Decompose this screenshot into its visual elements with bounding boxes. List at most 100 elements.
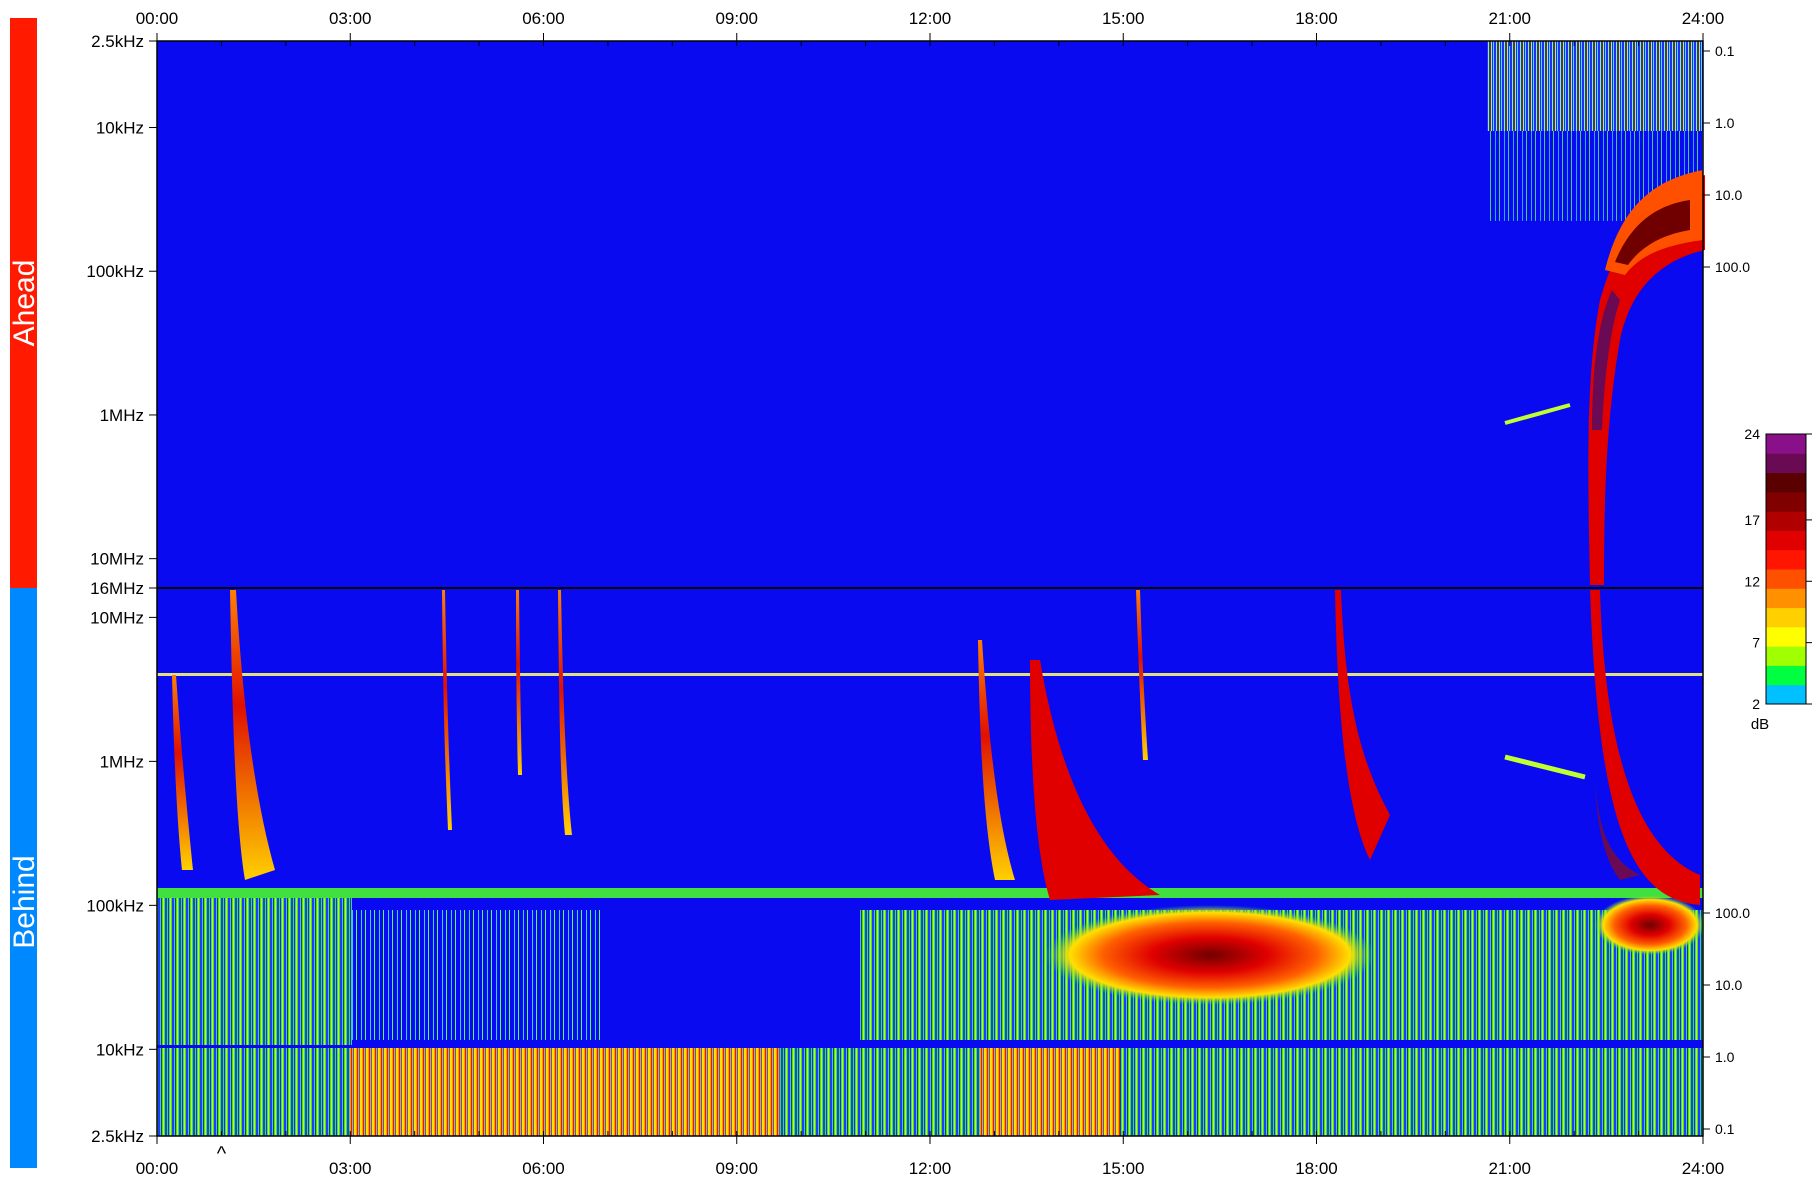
behind-burst-0540 [516,590,522,775]
ahead-type-iii-burst [1588,175,1705,585]
behind-ref-line [157,673,1703,676]
behind-cme-blob [1045,905,1375,1005]
colorbar-tick-label: 7 [1752,635,1760,651]
ahead-burst-dark [1615,200,1690,265]
behind-burst-1340 [1030,660,1160,900]
behind-100khz-line [157,888,1703,898]
behind-burst-0620 [558,590,572,835]
right-tick-label: 10.0 [1715,977,1742,993]
behind-burst-0100 [230,590,275,880]
right-tick-label: 1.0 [1715,1049,1735,1065]
behind-burst-1510 [1136,590,1148,760]
behind-side-bar [10,588,37,1168]
time-tick-label-top: 06:00 [522,9,565,28]
right-axis-ahead: 0.1 1.0 10.0 100.0 [1703,43,1750,275]
colorbar-tick-label: 12 [1744,573,1760,589]
ahead-drift-feature [1504,403,1571,425]
right-tick-label: 100.0 [1715,259,1750,275]
colorbar-swatch [1766,511,1806,531]
colorbar-swatch [1766,472,1806,493]
right-axis-behind: 100.0 10.0 1.0 0.1 [1703,905,1750,1137]
time-tick-label-bottom: 09:00 [715,1159,758,1178]
time-tick-label-bottom: 06:00 [522,1159,565,1178]
colorbar-swatch [1766,569,1806,589]
colorbar-swatch [1766,434,1806,454]
ahead-burst-core [1592,290,1620,430]
right-tick-label: 0.1 [1715,43,1735,59]
freq-tick-label: 16MHz [90,579,144,598]
behind-low-blob [1595,895,1705,955]
ahead-noise-band [1487,41,1703,131]
time-tick-label-top: 00:00 [136,9,179,28]
time-marker: ^ [217,1143,227,1165]
freq-tick-label: 10MHz [90,550,144,569]
time-tick-label-bottom: 21:00 [1488,1159,1531,1178]
time-axis-top: 00:00 03:00 06:00 09:00 12:00 15:00 18:00 21:00… [136,9,1725,46]
behind-drift-feature [1504,754,1586,780]
colorbar-tick-label: 2 [1752,696,1760,712]
colorbar-tick-label: 17 [1744,512,1760,528]
right-tick-label: 10.0 [1715,187,1742,203]
time-tick-label-bottom: 03:00 [329,1159,372,1178]
freq-axis-ahead: 2.5kHz 10kHz 100kHz 1MHz 10MHz 16MHz [86,32,157,598]
colorbar-tick-label: 24 [1744,426,1760,442]
freq-tick-label: 10kHz [96,119,144,138]
time-tick-label-top: 21:00 [1488,9,1531,28]
colorbar: 2 7 12 17 24 [1744,426,1812,712]
colorbar-swatch [1766,684,1806,705]
colorbar-frame [1765,433,1807,705]
time-axis-bottom: 00:00 03:00 06:00 09:00 12:00 15:00 18:00 21:00… [136,1131,1725,1178]
colorbar-unit-label: dB [1751,716,1769,733]
behind-burst-1250 [978,640,1015,880]
behind-burst-0015 [172,675,193,870]
time-tick-label-bottom: 00:00 [136,1159,179,1178]
time-tick-label-bottom: 12:00 [909,1159,952,1178]
behind-low-freq-band-hot [350,1048,780,1136]
behind-burst-2220 [1590,590,1700,905]
ahead-label: Ahead [8,260,41,347]
freq-tick-label: 10kHz [96,1040,144,1059]
time-tick-label-top: 18:00 [1295,9,1338,28]
behind-burst-0430 [442,590,452,830]
behind-label: Behind [8,855,41,948]
time-tick-label-top: 12:00 [909,9,952,28]
right-tick-label: 1.0 [1715,115,1735,131]
colorbar-swatch [1766,646,1806,666]
colorbar-swatch [1766,453,1806,474]
freq-axis-behind: 10MHz 1MHz 100kHz 10kHz 2.5kHz [86,608,157,1146]
colorbar-swatch [1766,549,1806,570]
right-tick-label: 0.1 [1715,1121,1735,1137]
freq-tick-label: 100kHz [86,896,144,915]
behind-mid-band-left [157,895,352,1045]
freq-tick-label: 10MHz [90,608,144,627]
behind-mid-band-mid [352,910,602,1040]
freq-tick-label: 1MHz [100,752,144,771]
time-tick-label-top: 03:00 [329,9,372,28]
time-tick-label-bottom: 24:00 [1682,1159,1725,1178]
colorbar-swatch [1766,588,1806,609]
right-tick-label: 100.0 [1715,905,1750,921]
behind-low-freq-band-hot2 [980,1048,1120,1136]
freq-tick-label: 2.5kHz [91,1127,144,1146]
freq-tick-label: 1MHz [100,406,144,425]
behind-burst-2220-core [1595,780,1640,880]
time-tick-label-top: 15:00 [1102,9,1145,28]
freq-tick-label: 2.5kHz [91,32,144,51]
colorbar-swatch [1766,607,1806,628]
colorbar-swatch [1766,491,1806,512]
panel-side-bars: Ahead Behind [8,18,41,1168]
behind-burst-1810 [1335,590,1390,860]
time-tick-label-top: 09:00 [715,9,758,28]
ahead-side-bar [10,18,37,588]
time-tick-label-bottom: 18:00 [1295,1159,1338,1178]
colorbar-swatch [1766,626,1806,647]
time-tick-label-top: 24:00 [1682,9,1725,28]
ahead-panel-features [1487,41,1705,585]
plot-area [156,40,1705,1137]
time-tick-label-bottom: 15:00 [1102,1159,1145,1178]
colorbar-swatch [1766,530,1806,551]
behind-panel-features [157,590,1705,1136]
colorbar-swatch [1766,665,1806,686]
freq-tick-label: 100kHz [86,262,144,281]
